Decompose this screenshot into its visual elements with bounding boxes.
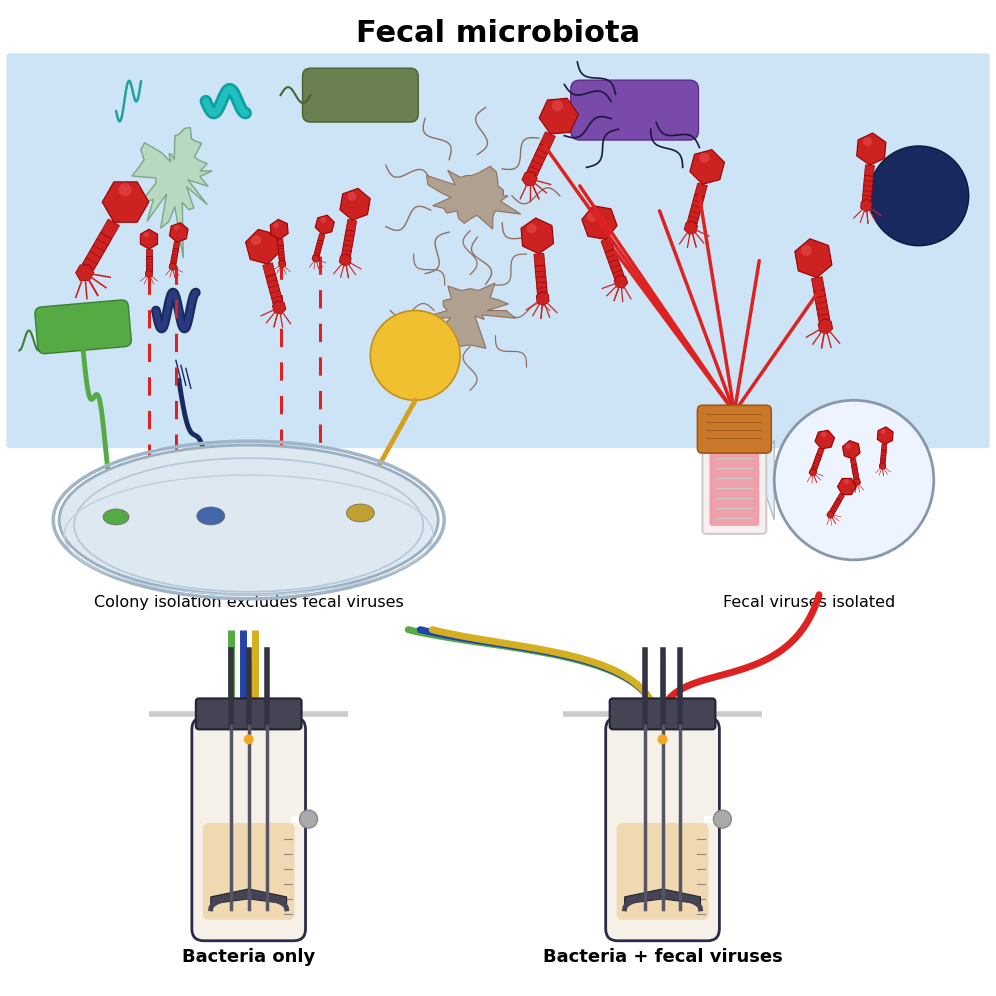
Circle shape xyxy=(273,480,289,496)
FancyBboxPatch shape xyxy=(196,698,302,729)
Polygon shape xyxy=(263,263,276,277)
Circle shape xyxy=(869,146,969,246)
Polygon shape xyxy=(535,265,547,294)
FancyBboxPatch shape xyxy=(571,80,698,140)
FancyBboxPatch shape xyxy=(192,717,306,941)
Circle shape xyxy=(880,429,885,434)
Text: Colony isolation excludes fecal viruses: Colony isolation excludes fecal viruses xyxy=(94,595,403,610)
Circle shape xyxy=(174,225,179,230)
Circle shape xyxy=(774,400,934,560)
Circle shape xyxy=(143,232,149,237)
Polygon shape xyxy=(852,465,860,480)
Circle shape xyxy=(244,734,254,744)
FancyBboxPatch shape xyxy=(606,717,719,941)
Text: Bacteria + fecal viruses: Bacteria + fecal viruses xyxy=(543,948,783,966)
Polygon shape xyxy=(426,166,521,229)
Circle shape xyxy=(527,223,537,233)
FancyBboxPatch shape xyxy=(203,823,295,920)
Circle shape xyxy=(846,443,851,449)
Circle shape xyxy=(168,480,184,496)
Circle shape xyxy=(713,810,731,828)
Polygon shape xyxy=(865,164,874,176)
Circle shape xyxy=(313,485,329,501)
Text: Fecal viruses isolated: Fecal viruses isolated xyxy=(723,595,895,610)
Circle shape xyxy=(300,810,318,828)
Circle shape xyxy=(119,183,131,196)
FancyBboxPatch shape xyxy=(702,441,766,534)
Polygon shape xyxy=(314,240,323,256)
FancyBboxPatch shape xyxy=(617,823,708,920)
Circle shape xyxy=(863,137,872,146)
Polygon shape xyxy=(101,219,120,239)
Polygon shape xyxy=(863,175,873,201)
Circle shape xyxy=(141,475,157,491)
Polygon shape xyxy=(881,444,886,450)
Polygon shape xyxy=(687,194,704,224)
Circle shape xyxy=(273,222,279,228)
Polygon shape xyxy=(534,253,545,266)
FancyBboxPatch shape xyxy=(35,300,131,354)
Polygon shape xyxy=(540,131,556,148)
Polygon shape xyxy=(211,888,249,903)
Polygon shape xyxy=(416,283,516,349)
Polygon shape xyxy=(278,245,285,261)
Polygon shape xyxy=(662,888,700,903)
Polygon shape xyxy=(146,256,151,271)
Polygon shape xyxy=(837,493,845,501)
Polygon shape xyxy=(764,440,774,520)
Circle shape xyxy=(587,212,597,222)
Text: Bacteria only: Bacteria only xyxy=(182,948,316,966)
FancyBboxPatch shape xyxy=(303,68,418,123)
Circle shape xyxy=(552,101,563,112)
Polygon shape xyxy=(170,248,178,264)
Polygon shape xyxy=(812,277,825,292)
Ellipse shape xyxy=(104,509,129,525)
Polygon shape xyxy=(830,499,842,514)
FancyBboxPatch shape xyxy=(610,698,715,729)
FancyBboxPatch shape xyxy=(697,405,771,453)
Polygon shape xyxy=(527,143,550,176)
Polygon shape xyxy=(694,183,707,197)
Polygon shape xyxy=(346,219,357,231)
Polygon shape xyxy=(601,238,615,252)
Circle shape xyxy=(801,245,812,256)
Polygon shape xyxy=(173,242,179,249)
Polygon shape xyxy=(814,290,830,322)
Ellipse shape xyxy=(347,504,374,522)
Ellipse shape xyxy=(59,445,438,595)
Polygon shape xyxy=(851,458,857,465)
Polygon shape xyxy=(249,888,287,903)
Polygon shape xyxy=(880,450,886,464)
Polygon shape xyxy=(817,448,824,456)
Polygon shape xyxy=(146,249,151,256)
Polygon shape xyxy=(266,274,283,304)
Circle shape xyxy=(821,431,827,437)
Circle shape xyxy=(348,192,357,201)
Polygon shape xyxy=(83,232,112,270)
Circle shape xyxy=(251,235,261,245)
Circle shape xyxy=(844,479,850,484)
FancyBboxPatch shape xyxy=(709,452,759,526)
Circle shape xyxy=(657,734,667,744)
Ellipse shape xyxy=(197,507,225,525)
Polygon shape xyxy=(605,249,623,279)
Polygon shape xyxy=(131,127,212,258)
Text: Fecal microbiota: Fecal microbiota xyxy=(356,19,640,48)
Polygon shape xyxy=(624,888,662,903)
Polygon shape xyxy=(277,239,283,246)
Circle shape xyxy=(699,153,709,163)
Circle shape xyxy=(371,311,460,400)
Polygon shape xyxy=(318,234,325,241)
Polygon shape xyxy=(342,230,355,256)
Polygon shape xyxy=(811,454,822,470)
FancyBboxPatch shape xyxy=(6,53,990,448)
Circle shape xyxy=(321,217,326,222)
